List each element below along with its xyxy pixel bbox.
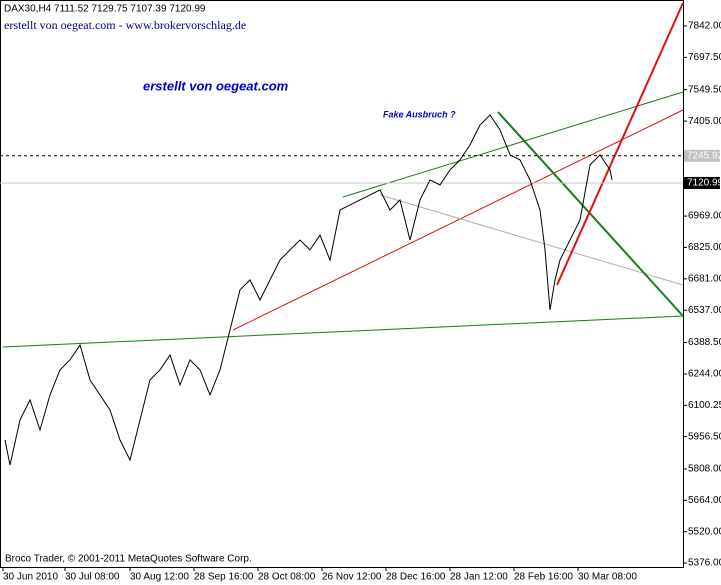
trendline xyxy=(379,194,684,286)
y-tick-label: 5664.00 xyxy=(688,495,721,506)
y-tick-label: 7697.50 xyxy=(688,52,721,63)
y-tick-label: 6100.25 xyxy=(688,400,721,411)
annotation: Fake Ausbruch ? xyxy=(383,109,456,119)
x-tick-label: 30 Jun 2010 xyxy=(3,572,58,583)
chart-header: DAX30,H4 7111.52 7129.75 7107.39 7120.99 xyxy=(4,4,206,15)
x-tick-label: 28 Sep 16:00 xyxy=(194,572,254,583)
y-tick-label: 7549.50 xyxy=(688,84,721,95)
footer: Broco Trader, © 2001-2011 MetaQuotes Sof… xyxy=(5,554,252,565)
trendlines xyxy=(2,2,684,348)
price-level-box xyxy=(684,176,720,189)
x-tick-label: 30 Aug 12:00 xyxy=(130,572,189,583)
y-tick-label: 6825.00 xyxy=(688,242,721,253)
price-level-box xyxy=(684,149,720,162)
chart-subtitle: erstellt von oegeat.com - www.brokervors… xyxy=(4,18,246,32)
y-tick-label: 7405.00 xyxy=(688,116,721,127)
x-tick-label: 28 Feb 16:00 xyxy=(514,572,573,583)
y-tick-label: 6388.50 xyxy=(688,337,721,348)
trendline xyxy=(2,315,684,348)
x-tick-label: 30 Jul 08:00 xyxy=(65,572,120,583)
x-tick-label: 30 Mar 08:00 xyxy=(578,572,637,583)
y-tick-label: 5520.00 xyxy=(688,526,721,537)
y-tick-label: 5376.00 xyxy=(688,558,721,569)
plot-frame xyxy=(0,0,684,568)
y-tick-label: 6537.00 xyxy=(688,305,721,316)
trendline xyxy=(232,109,684,331)
x-tick-label: 28 Jan 12:00 xyxy=(450,572,508,583)
x-tick-label: 28 Dec 16:00 xyxy=(386,572,446,583)
annotation: erstellt von oegeat.com xyxy=(143,78,289,93)
trendline xyxy=(497,111,684,317)
y-tick-label: 6681.00 xyxy=(688,273,721,284)
trendline xyxy=(556,2,684,286)
y-tick-label: 6969.00 xyxy=(688,211,721,222)
price-line xyxy=(4,114,613,466)
trendline xyxy=(342,91,684,198)
y-tick-label: 5956.50 xyxy=(688,431,721,442)
price-level-label: 7245.92 xyxy=(687,150,721,161)
y-tick-label: 7842.00 xyxy=(688,21,721,32)
x-tick-label: 26 Nov 12:00 xyxy=(322,572,382,583)
y-tick-label: 6244.00 xyxy=(688,369,721,380)
price-level-label: 7120.99 xyxy=(687,178,721,189)
x-tick-label: 28 Oct 08:00 xyxy=(258,572,316,583)
y-tick-label: 5808.00 xyxy=(688,464,721,475)
